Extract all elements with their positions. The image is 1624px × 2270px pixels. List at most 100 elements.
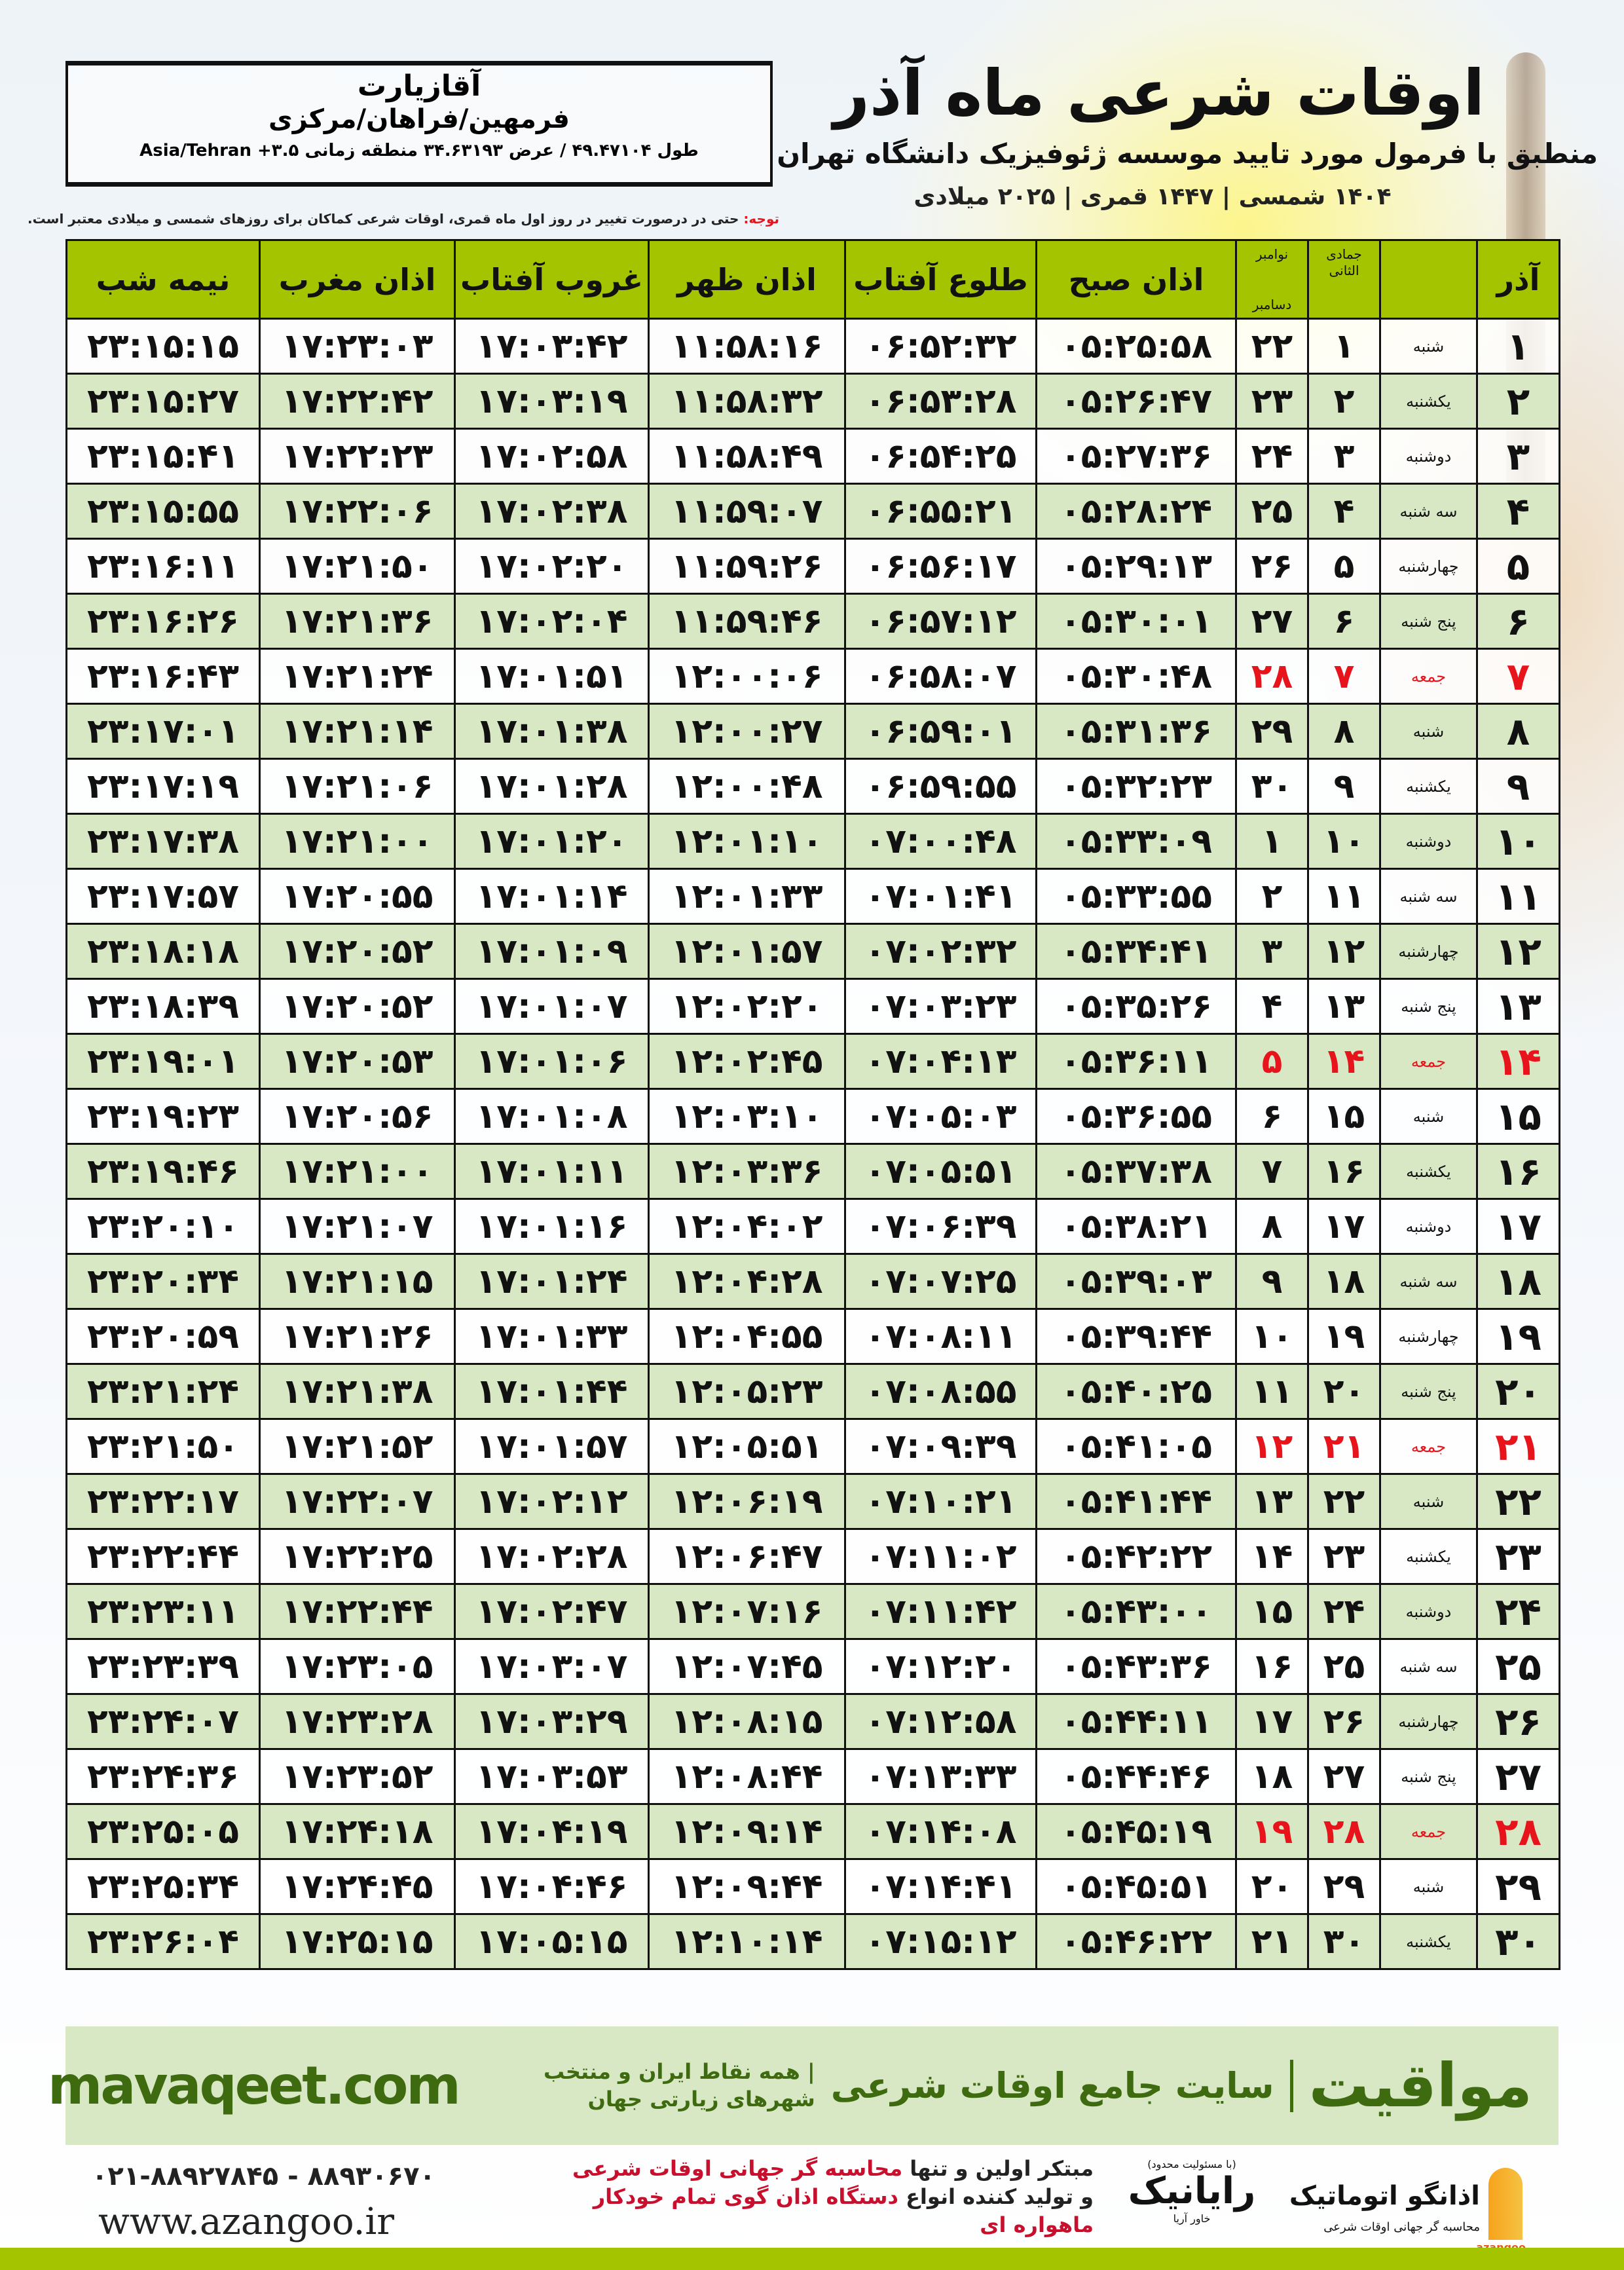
table-row: ۱۲ چهارشنبه ۱۲ ۳ ۰۵:۳۴:۴۱ ۰۷:۰۲:۳۲ ۱۲:۰۱:۵۷ ۱۷:…: [65, 923, 1560, 980]
cell-weekday: سه شنبه: [1379, 1253, 1478, 1310]
cell-maghrib: ۱۷:۲۱:۰۷: [259, 1198, 456, 1255]
cell-sunrise: ۰۶:۵۴:۲۵: [844, 428, 1037, 485]
table-row: ۸ شنبه ۸ ۲۹ ۰۵:۳۱:۳۶ ۰۶:۵۹:۰۱ ۱۲:۰۰:۲۷ ۱۷:۰۱:۳۸…: [65, 703, 1560, 760]
cell-dhuhr: ۱۱:۵۹:۲۶: [648, 538, 846, 595]
cell-dhuhr: ۱۱:۵۹:۰۷: [648, 483, 846, 540]
cell-dhuhr: ۱۲:۰۷:۱۶: [648, 1583, 846, 1640]
promo-line2-b: دستگاه اذان گوی تمام خودکار ماهواره ای: [593, 2184, 1094, 2238]
cell-sunset: ۱۷:۰۳:۰۷: [454, 1638, 650, 1695]
cell-dhuhr: ۱۱:۵۸:۱۶: [648, 318, 846, 375]
cell-sunrise: ۰۷:۰۶:۳۹: [844, 1198, 1037, 1255]
cell-weekday: دوشنبه: [1379, 1198, 1478, 1255]
cell-sunset: ۱۷:۰۱:۳۸: [454, 703, 650, 760]
header-sunset: غروب آفتاب: [454, 239, 650, 320]
table-row: ۶ پنج شنبه ۶ ۲۷ ۰۵:۳۰:۰۱ ۰۶:۵۷:۱۲ ۱۱:۵۹:۴۶ ۱۷:۰…: [65, 593, 1560, 650]
cell-hijri: ۲۵: [1307, 1638, 1381, 1695]
cell-greg: ۲۶: [1235, 538, 1309, 595]
cell-dhuhr: ۱۲:۰۳:۳۶: [648, 1143, 846, 1200]
header-hijri: جمادی الثانی: [1307, 239, 1381, 320]
cell-sunset: ۱۷:۰۳:۲۹: [454, 1693, 650, 1750]
cell-weekday: پنج شنبه: [1379, 593, 1478, 650]
cell-maghrib: ۱۷:۲۱:۵۲: [259, 1418, 456, 1475]
page-subtitle: منطبق با فرمول مورد تایید موسسه ژئوفیزیک…: [777, 138, 1598, 170]
cell-greg: ۱۱: [1235, 1363, 1309, 1420]
cell-dhuhr: ۱۲:۰۰:۰۶: [648, 648, 846, 705]
cell-dhuhr: ۱۲:۰۰:۴۸: [648, 758, 846, 815]
cell-day: ۴: [1476, 483, 1560, 540]
cell-sunrise: ۰۷:۰۸:۵۵: [844, 1363, 1037, 1420]
header-fajr: اذان صبح: [1035, 239, 1237, 320]
cell-fajr: ۰۵:۴۳:۳۶: [1035, 1638, 1237, 1695]
cell-sunrise: ۰۷:۰۳:۲۳: [844, 978, 1037, 1035]
cell-sunrise: ۰۶:۵۵:۲۱: [844, 483, 1037, 540]
rayanik-note: (با مسئولیت محدود): [1147, 2158, 1236, 2170]
cell-greg: ۹: [1235, 1253, 1309, 1310]
banner-divider: [1289, 2059, 1293, 2112]
cell-midnight: ۲۳:۱۵:۵۵: [65, 483, 261, 540]
cell-midnight: ۲۳:۲۲:۱۷: [65, 1473, 261, 1530]
cell-greg: ۲۳: [1235, 373, 1309, 430]
cell-day: ۱۳: [1476, 978, 1560, 1035]
cell-sunset: ۱۷:۰۱:۲۰: [454, 813, 650, 870]
azangoo-logo: اذانگو اتوماتیک محاسبه گر جهانی اوقات شر…: [1289, 2161, 1529, 2254]
table-row: ۱۴ جمعه ۱۴ ۵ ۰۵:۳۶:۱۱ ۰۷:۰۴:۱۳ ۱۲:۰۲:۴۵ ۱۷:۰۱:۰…: [65, 1033, 1560, 1090]
cell-dhuhr: ۱۲:۰۸:۴۴: [648, 1748, 846, 1805]
cell-day: ۲۱: [1476, 1418, 1560, 1475]
cell-maghrib: ۱۷:۲۱:۰۰: [259, 1143, 456, 1200]
cell-sunset: ۱۷:۰۳:۱۹: [454, 373, 650, 430]
cell-sunrise: ۰۷:۱۲:۲۰: [844, 1638, 1037, 1695]
cell-weekday: جمعه: [1379, 648, 1478, 705]
cell-hijri: ۲۹: [1307, 1858, 1381, 1915]
cell-day: ۱۶: [1476, 1143, 1560, 1200]
cell-greg: ۲: [1235, 868, 1309, 925]
cell-day: ۵: [1476, 538, 1560, 595]
mavaqeet-url[interactable]: mavaqeet.com: [48, 2055, 461, 2116]
cell-sunset: ۱۷:۰۲:۵۸: [454, 428, 650, 485]
cell-day: ۲۶: [1476, 1693, 1560, 1750]
table-row: ۱۰ دوشنبه ۱۰ ۱ ۰۵:۳۳:۰۹ ۰۷:۰۰:۴۸ ۱۲:۰۱:۱۰ ۱۷:۰۱…: [65, 813, 1560, 870]
header-day: آذر: [1476, 239, 1560, 320]
cell-maghrib: ۱۷:۲۱:۲۶: [259, 1308, 456, 1365]
cell-dhuhr: ۱۲:۰۱:۵۷: [648, 923, 846, 980]
header-maghrib: اذان مغرب: [259, 239, 456, 320]
cell-hijri: ۲۶: [1307, 1693, 1381, 1750]
cell-day: ۱: [1476, 318, 1560, 375]
cell-sunset: ۱۷:۰۱:۰۹: [454, 923, 650, 980]
note-text: حتی در درصورت تغییر در روز اول ماه قمری،…: [28, 211, 744, 227]
cell-midnight: ۲۳:۲۵:۰۵: [65, 1803, 261, 1860]
cell-greg: ۲۸: [1235, 648, 1309, 705]
cell-sunset: ۱۷:۰۴:۱۹: [454, 1803, 650, 1860]
cell-greg: ۲۷: [1235, 593, 1309, 650]
cell-maghrib: ۱۷:۲۱:۰۶: [259, 758, 456, 815]
cell-sunrise: ۰۷:۱۱:۴۲: [844, 1583, 1037, 1640]
cell-weekday: سه شنبه: [1379, 868, 1478, 925]
cell-sunrise: ۰۶:۵۳:۲۸: [844, 373, 1037, 430]
cell-greg: ۱۵: [1235, 1583, 1309, 1640]
cell-maghrib: ۱۷:۲۰:۵۲: [259, 923, 456, 980]
cell-sunset: ۱۷:۰۱:۰۸: [454, 1088, 650, 1145]
cell-sunrise: ۰۶:۵۹:۰۱: [844, 703, 1037, 760]
cell-midnight: ۲۳:۲۱:۲۴: [65, 1363, 261, 1420]
year-line: ۱۴۰۴ شمسی | ۱۴۴۷ قمری | ۲۰۲۵ میلادی: [913, 183, 1392, 210]
cell-day: ۱۷: [1476, 1198, 1560, 1255]
azangoo-website[interactable]: www.azangoo.ir: [98, 2201, 395, 2243]
table-row: ۴ سه شنبه ۴ ۲۵ ۰۵:۲۸:۲۴ ۰۶:۵۵:۲۱ ۱۱:۵۹:۰۷ ۱۷:۰۲…: [65, 483, 1560, 540]
cell-maghrib: ۱۷:۲۱:۳۸: [259, 1363, 456, 1420]
cell-day: ۲: [1476, 373, 1560, 430]
table-row: ۲۶ چهارشنبه ۲۶ ۱۷ ۰۵:۴۴:۱۱ ۰۷:۱۲:۵۸ ۱۲:۰۸:۱۵ ۱۷…: [65, 1693, 1560, 1750]
header-midnight: نیمه شب: [65, 239, 261, 320]
cell-dhuhr: ۱۱:۵۹:۴۶: [648, 593, 846, 650]
cell-sunset: ۱۷:۰۳:۵۳: [454, 1748, 650, 1805]
cell-midnight: ۲۳:۱۸:۱۸: [65, 923, 261, 980]
cell-sunrise: ۰۶:۵۷:۱۲: [844, 593, 1037, 650]
cell-day: ۶: [1476, 593, 1560, 650]
cell-maghrib: ۱۷:۲۳:۵۲: [259, 1748, 456, 1805]
cell-day: ۲۲: [1476, 1473, 1560, 1530]
cell-weekday: یکشنبه: [1379, 373, 1478, 430]
cell-maghrib: ۱۷:۲۵:۱۵: [259, 1913, 456, 1970]
cell-dhuhr: ۱۲:۰۱:۳۳: [648, 868, 846, 925]
cell-hijri: ۳۰: [1307, 1913, 1381, 1970]
cell-fajr: ۰۵:۲۶:۴۷: [1035, 373, 1237, 430]
table-row: ۱۶ یکشنبه ۱۶ ۷ ۰۵:۳۷:۳۸ ۰۷:۰۵:۵۱ ۱۲:۰۳:۳۶ ۱۷:۰۱…: [65, 1143, 1560, 1200]
cell-maghrib: ۱۷:۲۴:۱۸: [259, 1803, 456, 1860]
